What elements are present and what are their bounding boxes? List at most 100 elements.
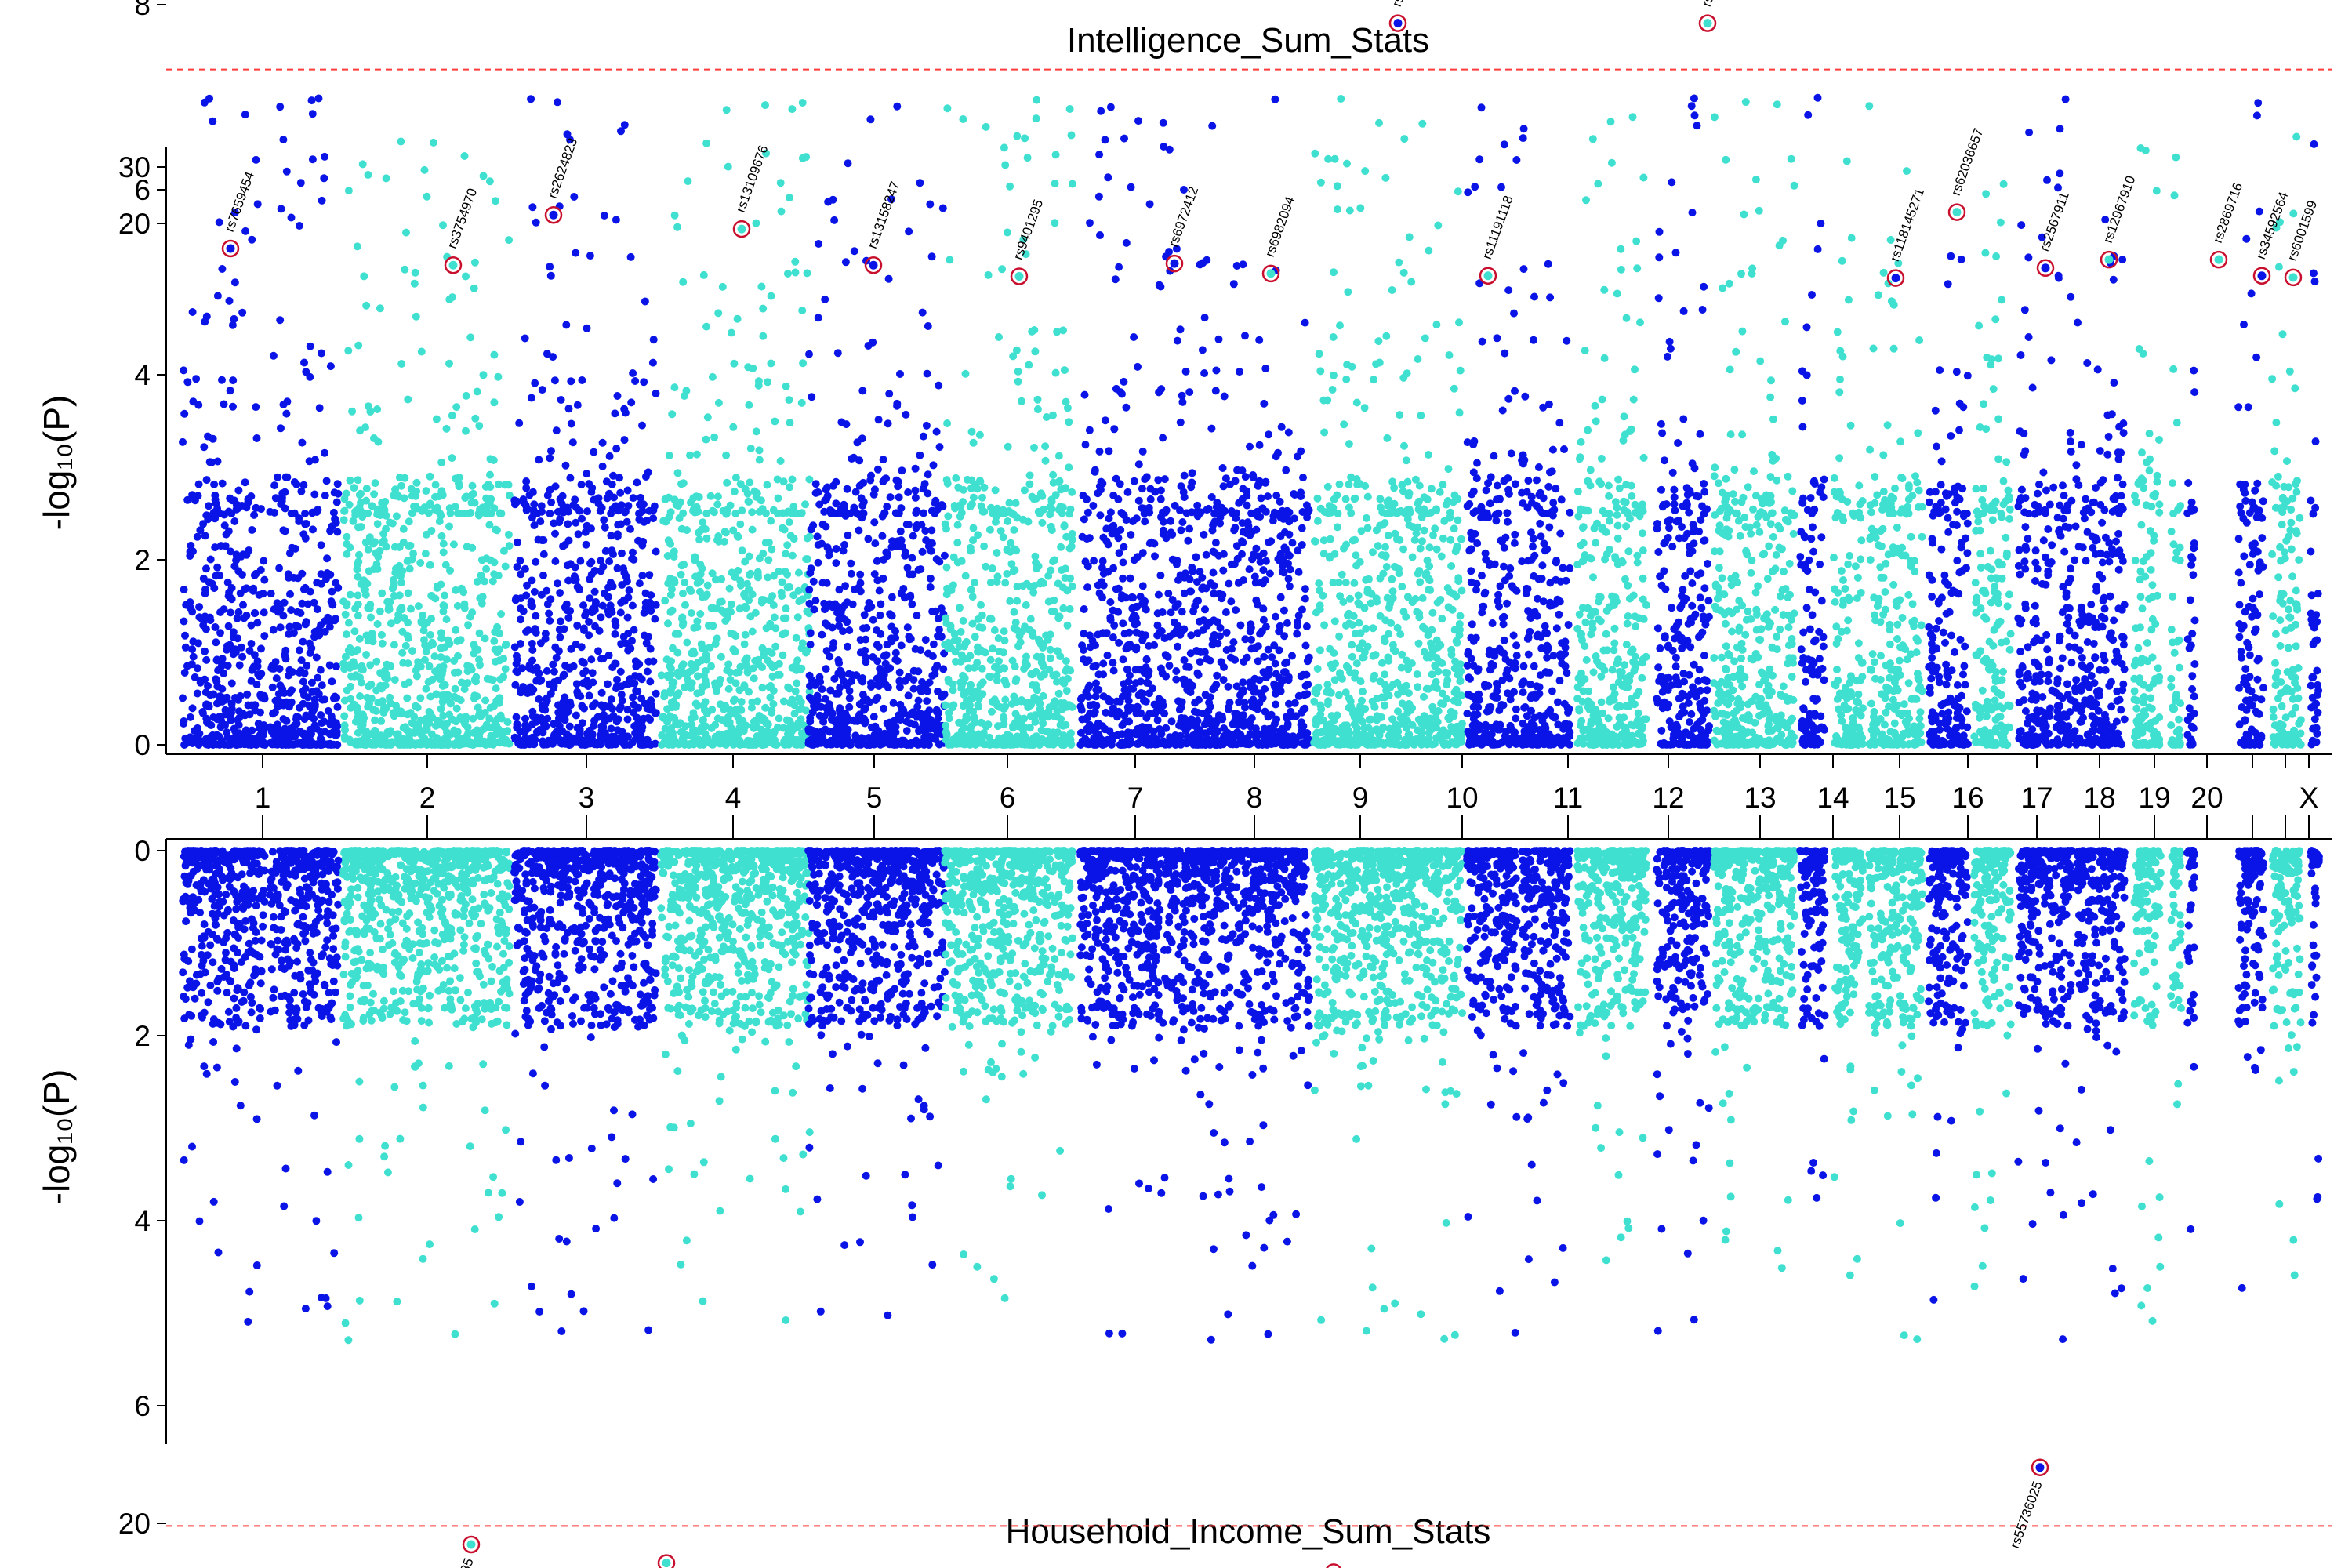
data-point (492, 197, 499, 205)
data-point (225, 588, 234, 597)
data-point (299, 677, 307, 686)
data-point (196, 526, 205, 535)
data-point (767, 359, 775, 368)
data-point (538, 507, 546, 516)
data-point (269, 351, 278, 360)
data-point (397, 360, 406, 368)
data-point (1105, 697, 1113, 706)
data-point (1271, 659, 1279, 668)
data-point (270, 730, 278, 739)
data-point (1115, 707, 1123, 716)
data-point (230, 278, 239, 287)
data-point (634, 672, 643, 681)
data-point (747, 703, 756, 712)
data-point (920, 509, 927, 517)
data-point (623, 715, 632, 724)
top-chart-title: Intelligence_Sum_Stats (1067, 21, 1429, 60)
data-point (341, 610, 350, 619)
data-point (501, 641, 510, 650)
data-point (469, 489, 477, 498)
data-point (410, 713, 419, 721)
data-point (856, 648, 865, 657)
data-point (1037, 658, 1046, 666)
data-point (318, 681, 326, 690)
data-point (1044, 728, 1053, 736)
data-point (287, 213, 296, 222)
data-point (667, 670, 675, 679)
y-tick-label: 20 (118, 1508, 151, 1540)
data-point (285, 735, 293, 744)
data-point (318, 196, 326, 205)
data-point (543, 666, 551, 675)
data-point (766, 693, 775, 702)
data-point (245, 647, 254, 655)
data-point (363, 579, 372, 588)
data-point (393, 490, 401, 499)
data-point (241, 711, 249, 720)
data-point (551, 529, 559, 538)
data-point (334, 489, 343, 498)
data-point (770, 613, 779, 622)
data-point (248, 526, 256, 534)
data-point (818, 630, 826, 639)
data-point (342, 630, 350, 639)
data-point (539, 550, 548, 558)
data-point (895, 509, 903, 517)
data-point (554, 98, 561, 107)
data-point (924, 470, 932, 479)
chromosome-label: 7 (1127, 782, 1144, 814)
data-point (299, 699, 307, 708)
data-point (460, 152, 469, 160)
data-point (702, 509, 711, 517)
data-point (252, 681, 261, 688)
data-point (456, 636, 465, 644)
data-point (1237, 711, 1246, 720)
data-point (594, 647, 602, 655)
data-point (421, 641, 430, 649)
data-point (592, 598, 600, 606)
data-point (786, 684, 793, 693)
data-point (731, 474, 740, 482)
data-point (305, 639, 314, 648)
data-point (731, 573, 739, 582)
data-point (713, 492, 722, 501)
data-point (755, 446, 764, 455)
data-point (878, 532, 887, 540)
data-point (786, 532, 795, 540)
data-point (637, 493, 644, 502)
data-point (413, 703, 422, 712)
data-point (645, 506, 654, 515)
data-point (204, 738, 212, 746)
data-point (746, 612, 755, 621)
data-point (625, 680, 633, 688)
data-point (856, 579, 865, 587)
data-point (321, 627, 329, 636)
data-point (476, 661, 484, 670)
data-point (931, 509, 939, 517)
data-point (309, 525, 317, 534)
data-point (328, 522, 336, 531)
data-point (940, 690, 949, 699)
data-point (1156, 571, 1165, 579)
top-chromosome-points (339, 137, 514, 749)
data-point (194, 639, 202, 648)
data-point (886, 493, 895, 502)
data-point (721, 528, 730, 537)
data-point (638, 572, 647, 580)
data-point (920, 739, 929, 747)
data-point (980, 483, 989, 492)
data-point (528, 646, 537, 654)
data-point (791, 268, 800, 277)
data-point (893, 401, 902, 410)
data-point (1283, 658, 1291, 666)
data-point (721, 617, 730, 625)
data-point (550, 667, 558, 676)
data-point (213, 563, 222, 572)
data-point (277, 424, 285, 433)
data-point (372, 657, 381, 666)
data-point (945, 709, 953, 717)
data-point (1038, 492, 1047, 500)
data-point (1272, 612, 1279, 621)
data-point (1175, 706, 1184, 714)
data-point (354, 560, 362, 568)
